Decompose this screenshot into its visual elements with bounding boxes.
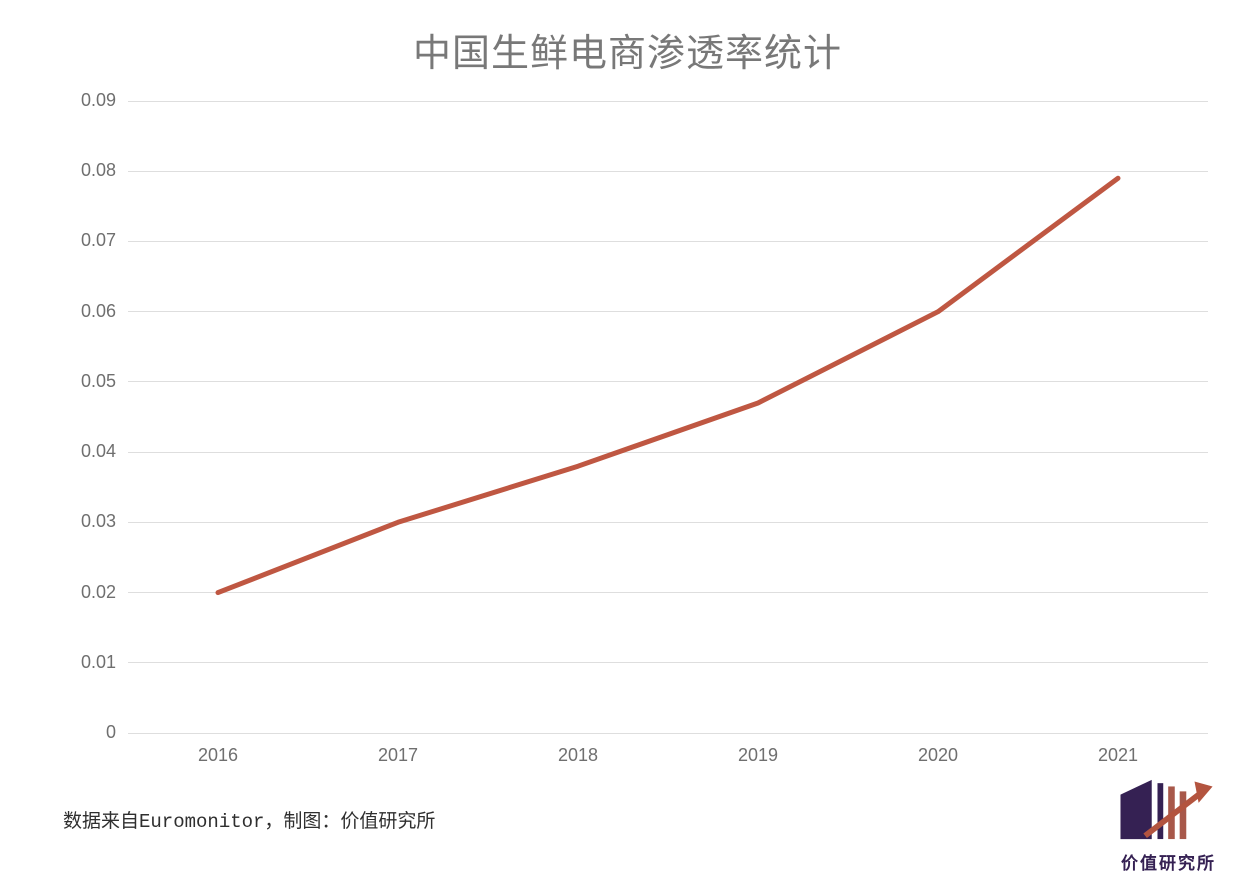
x-axis-tick-label: 2017 bbox=[377, 745, 419, 765]
data-source-note: 数据来自Euromonitor，制图：价值研究所 bbox=[63, 811, 436, 833]
x-axis-tick-label: 2021 bbox=[1097, 745, 1139, 765]
gridline bbox=[128, 100, 1208, 102]
gridline bbox=[128, 240, 1208, 242]
gridline bbox=[128, 592, 1208, 594]
gridline bbox=[128, 381, 1208, 383]
gridline bbox=[128, 521, 1208, 523]
x-axis-tick-label: 2020 bbox=[917, 745, 959, 765]
y-axis-tick-label: 0.03 bbox=[80, 511, 116, 532]
y-axis-tick-label: 0.09 bbox=[80, 90, 116, 110]
logo-text: 价值研究所 bbox=[1121, 854, 1216, 873]
gridline bbox=[128, 732, 1208, 734]
gridline bbox=[128, 170, 1208, 172]
y-axis-tick-label: 0.08 bbox=[80, 160, 116, 181]
x-axis-tick-label: 2016 bbox=[197, 745, 239, 765]
chart-title: 中国生鲜电商渗透率统计 bbox=[412, 33, 842, 75]
y-axis-tick-label: 0.04 bbox=[80, 441, 116, 462]
y-axis-tick-label: 0.02 bbox=[80, 581, 116, 602]
gridline bbox=[128, 662, 1208, 664]
gridline bbox=[128, 451, 1208, 453]
x-axis-tick-label: 2018 bbox=[557, 745, 599, 765]
y-axis-tick-label: 0 bbox=[105, 722, 116, 742]
y-axis-tick-label: 0.01 bbox=[80, 651, 116, 672]
gridline bbox=[128, 311, 1208, 313]
y-axis-tick-label: 0.05 bbox=[80, 370, 116, 391]
x-axis-tick-label: 2019 bbox=[737, 745, 779, 765]
brand-logo: 价值研究所 bbox=[1096, 770, 1241, 873]
logo-graphic-icon bbox=[1119, 779, 1213, 840]
y-axis-tick-label: 0.06 bbox=[80, 300, 116, 321]
y-axis-tick-label: 0.07 bbox=[80, 230, 116, 251]
